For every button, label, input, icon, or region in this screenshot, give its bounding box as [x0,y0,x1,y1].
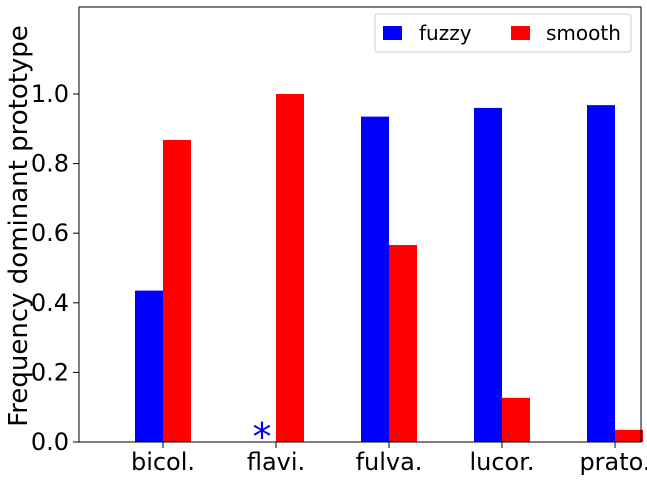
y-axis-label: Frequency dominant prototype [4,25,34,427]
bar-smooth-bicol [163,139,191,442]
legend-label-smooth: smooth [546,21,621,45]
annotation-marker: * [253,415,272,459]
legend-swatch-fuzzy [383,26,402,40]
bars-layer [135,94,643,443]
annotations-layer: * [253,415,272,459]
bar-smooth-flavi [276,94,304,442]
y-tick-label: 0.0 [31,428,69,456]
bar-fuzzy-lucor [474,107,502,443]
plot-frame [78,6,642,443]
bar-smooth-prato [615,429,643,442]
legend: fuzzy smooth [374,13,632,53]
legend-label-fuzzy: fuzzy [419,21,472,45]
x-tick-label-bicol: bicol. [131,448,195,476]
x-axis: bicol. flavi. fulva. lucor. prato. [131,442,647,476]
y-axis: 0.0 0.2 0.4 0.6 0.8 1.0 [31,80,79,456]
x-tick-label-fulva: fulva. [356,448,423,476]
bar-fuzzy-bicol [135,290,163,442]
y-tick-label: 0.6 [31,219,69,247]
bar-smooth-fulva [389,245,417,442]
x-tick-label-flavi: flavi. [247,448,305,476]
y-tick-label: 0.4 [31,289,69,317]
y-tick-label: 0.2 [31,358,69,386]
bar-fuzzy-fulva [361,116,389,443]
legend-frame [374,13,632,53]
bar-smooth-lucor [502,397,530,442]
y-tick-label: 1.0 [31,80,69,108]
x-tick-label-lucor: lucor. [469,448,534,476]
y-tick-label: 0.8 [31,150,69,178]
legend-swatch-smooth [511,26,530,40]
x-tick-label-prato: prato. [579,448,647,476]
bar-fuzzy-prato [587,105,615,443]
